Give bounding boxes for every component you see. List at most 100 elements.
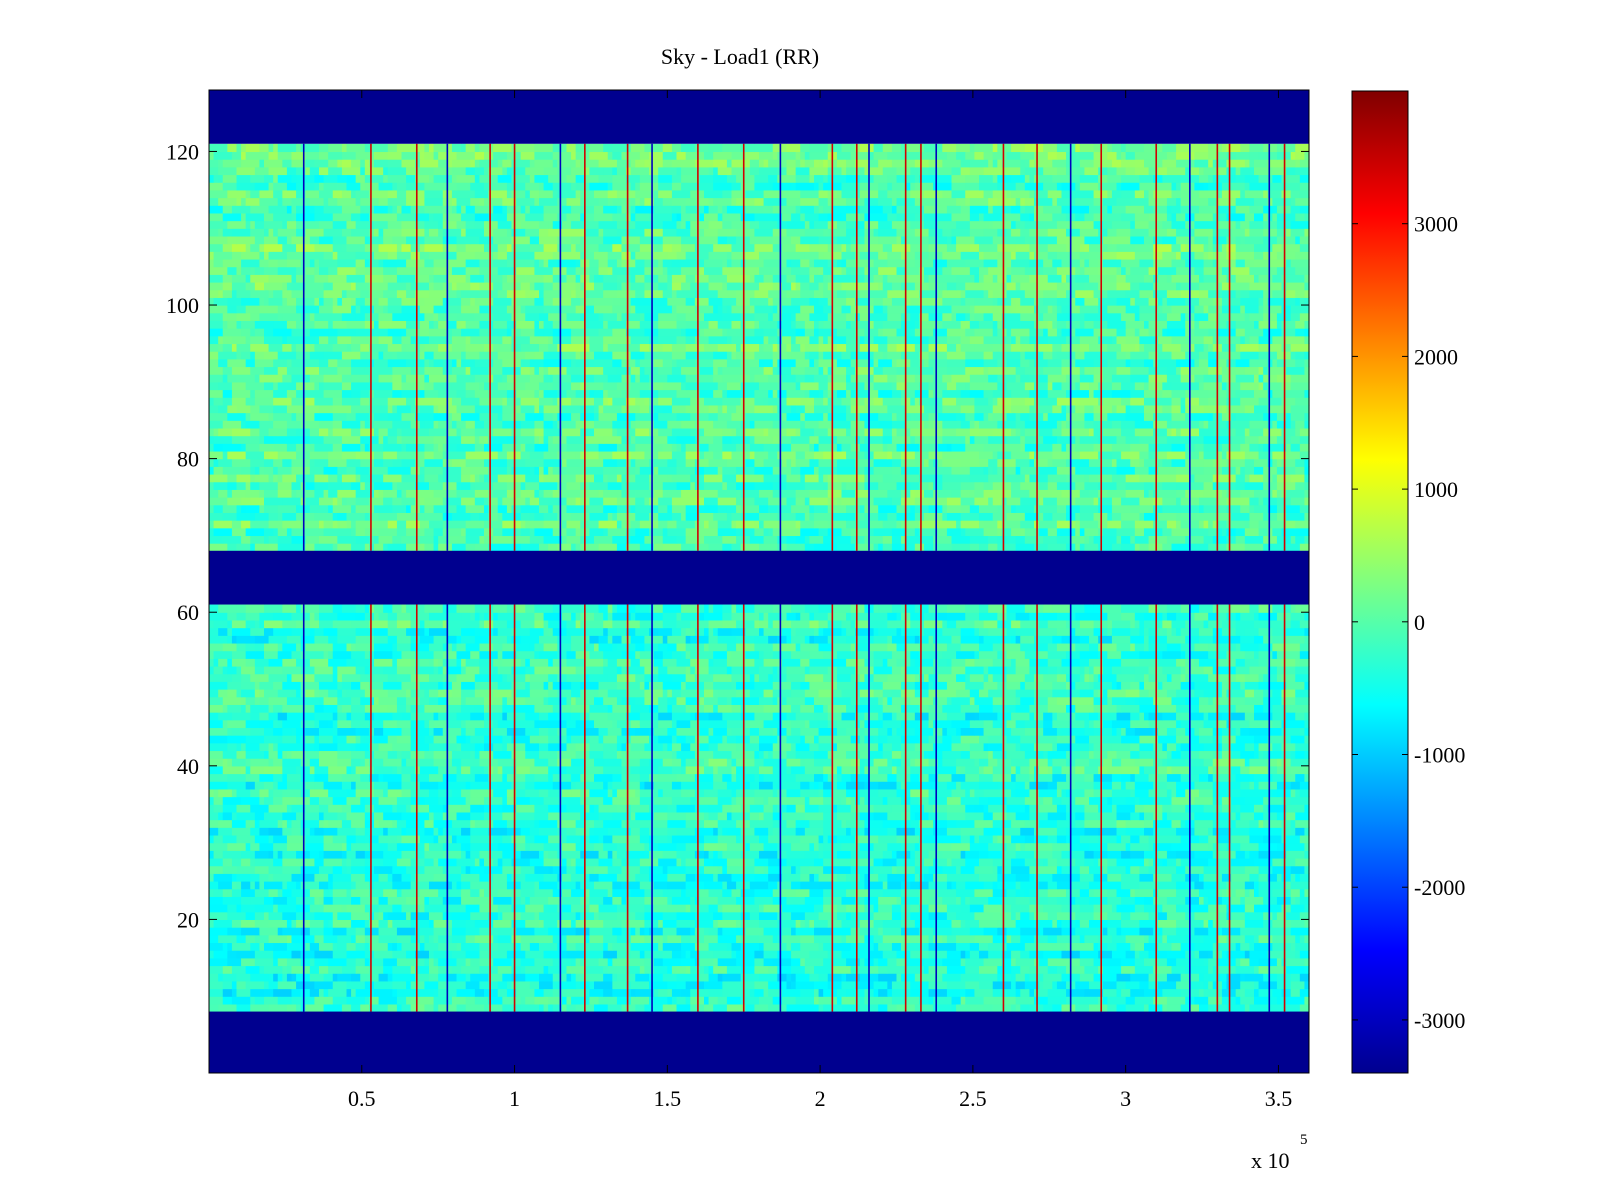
heatmap-cell — [1056, 934, 1072, 944]
heatmap-cell — [332, 673, 338, 682]
heatmap-cell — [749, 842, 765, 851]
heatmap-cell — [461, 788, 471, 798]
heatmap-cell — [277, 904, 297, 913]
heatmap-cell — [1221, 950, 1228, 959]
heatmap-cell — [777, 965, 792, 974]
heatmap-cell — [1157, 865, 1177, 874]
heatmap-cell — [1043, 973, 1063, 982]
heatmap-cell — [1176, 658, 1186, 667]
heatmap-cell — [763, 750, 769, 759]
heatmap-cell — [465, 865, 471, 874]
heatmap-cell — [717, 796, 733, 805]
heatmap-cell — [598, 804, 618, 813]
heatmap-cell — [717, 927, 723, 936]
heatmap-cell — [823, 650, 838, 659]
heatmap-cell — [759, 773, 765, 782]
heatmap-cell — [1079, 873, 1095, 882]
heatmap-cell — [566, 650, 577, 659]
heatmap-cell — [1244, 865, 1260, 874]
heatmap-cell — [1286, 773, 1292, 782]
heatmap-cell — [965, 765, 980, 775]
heatmap-cell — [406, 696, 421, 705]
heatmap-cell — [1116, 681, 1122, 690]
heatmap-cell — [745, 704, 765, 713]
heatmap-cell — [282, 773, 288, 782]
heatmap-cell — [254, 888, 270, 897]
heatmap-cell — [607, 957, 613, 967]
heatmap-cell — [846, 627, 856, 636]
heatmap-cell — [378, 796, 398, 805]
heatmap-cell — [1203, 973, 1218, 982]
heatmap-cell — [231, 673, 242, 682]
heatmap-cell — [1299, 965, 1306, 974]
heatmap-cell — [1166, 950, 1186, 959]
heatmap-cell — [1171, 627, 1177, 636]
heatmap-cell — [442, 642, 448, 652]
heatmap-cell — [1194, 819, 1214, 828]
heatmap-cell — [818, 834, 824, 844]
heatmap-cell — [479, 665, 499, 675]
heatmap-cell — [497, 612, 517, 621]
heatmap-cell — [231, 919, 242, 928]
heatmap-cell — [589, 750, 604, 759]
heatmap-cell — [612, 788, 618, 798]
heatmap-cell — [1272, 988, 1283, 997]
heatmap-cell — [502, 865, 522, 874]
heatmap-cell — [332, 942, 338, 951]
heatmap-cell — [736, 773, 756, 782]
heatmap-cell — [415, 850, 426, 859]
heatmap-cell — [561, 788, 572, 798]
heatmap-cell — [988, 804, 1008, 813]
heatmap-cell — [1075, 919, 1081, 928]
heatmap-cell — [754, 788, 774, 798]
heatmap-cell — [1056, 788, 1063, 798]
heatmap-cell — [997, 834, 1012, 844]
heatmap-cell — [1038, 927, 1044, 936]
heatmap-cell — [795, 819, 811, 828]
heatmap-cell — [1203, 896, 1209, 905]
heatmap-cell — [1130, 973, 1150, 982]
heatmap-cell — [396, 819, 407, 828]
heatmap-cell — [1056, 857, 1076, 867]
heatmap-cell — [1006, 627, 1017, 636]
heatmap-cell — [346, 996, 366, 1005]
heatmap-cell — [254, 950, 274, 959]
heatmap-cell — [717, 788, 733, 798]
heatmap-cell — [575, 827, 591, 836]
heatmap-cell — [319, 758, 338, 767]
heatmap-cell — [1194, 850, 1214, 859]
heatmap-cell — [891, 865, 898, 874]
heatmap-cell — [589, 927, 604, 936]
heatmap-cell — [969, 689, 980, 698]
heatmap-cell — [1221, 681, 1228, 690]
heatmap-cell — [378, 819, 393, 828]
heatmap-cell — [1006, 942, 1026, 951]
heatmap-cell — [273, 704, 283, 713]
heatmap-cell — [561, 834, 568, 844]
heatmap-cell — [1029, 765, 1035, 775]
heatmap-cell — [616, 658, 632, 667]
heatmap-cell — [282, 665, 302, 675]
heatmap-cell — [1176, 957, 1191, 967]
heatmap-cell — [470, 881, 490, 890]
heatmap-cell — [946, 658, 953, 667]
heatmap-cell — [502, 973, 513, 982]
heatmap-cell — [351, 642, 357, 652]
heatmap-cell — [1153, 965, 1173, 974]
heatmap-cell — [1244, 881, 1255, 890]
heatmap-cell — [383, 911, 389, 921]
heatmap-cell — [396, 673, 412, 682]
heatmap-cell — [759, 934, 774, 944]
heatmap-cell — [1290, 758, 1310, 767]
heatmap-cell — [319, 612, 338, 621]
heatmap-cell — [584, 727, 600, 736]
heatmap-cell — [1276, 673, 1283, 682]
heatmap-cell — [969, 942, 980, 951]
heatmap-cell — [1240, 619, 1255, 629]
heatmap-cell — [479, 658, 494, 667]
heatmap-cell — [1015, 881, 1021, 890]
heatmap-cell — [264, 965, 283, 974]
heatmap-cell — [1052, 742, 1058, 752]
heatmap-cell — [598, 850, 609, 859]
heatmap-cell — [901, 704, 907, 713]
